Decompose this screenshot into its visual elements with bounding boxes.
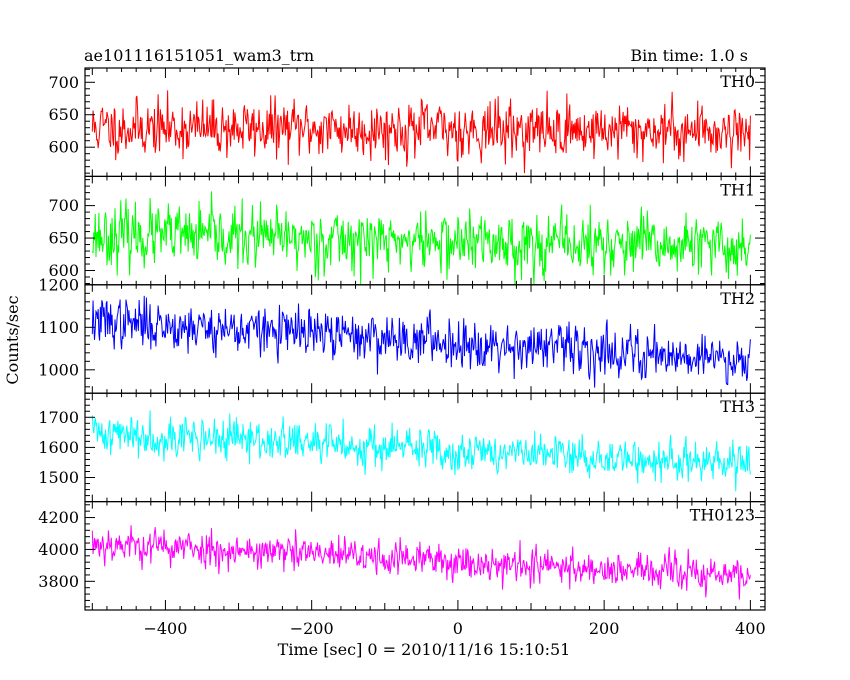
- y-tick-label: 600: [48, 138, 79, 157]
- panel-label: TH2: [720, 289, 755, 308]
- panel-label: TH1: [720, 180, 755, 199]
- panel-th2: 1000 1100 1200 TH2: [38, 275, 766, 394]
- series-th1: [91, 191, 751, 285]
- y-tick-label: 1100: [38, 318, 79, 337]
- y-tick-label: 650: [48, 229, 79, 248]
- y-tick-label: 700: [48, 73, 79, 92]
- y-tick-label: 1200: [38, 275, 79, 294]
- chart-title-right: Bin time: 1.0 s: [630, 46, 748, 65]
- y-tick-label: 650: [48, 105, 79, 124]
- chart-title-left: ae101116151051_wam3_trn: [84, 46, 314, 65]
- series-th0: [91, 90, 751, 174]
- panel-th0123: 3800 4000 4200 TH0123: [38, 501, 766, 611]
- y-tick-label: 3800: [38, 572, 79, 591]
- panel-frame: [84, 392, 766, 503]
- series-th2: [91, 295, 751, 388]
- y-tick-label: 700: [48, 196, 79, 215]
- x-tick-label: −400: [143, 619, 187, 638]
- panel-th0: 600 650 700 TH0: [48, 67, 766, 178]
- series-th0123: [91, 525, 751, 600]
- x-axis-label: Time [sec] 0 = 2010/11/16 15:10:51: [278, 640, 571, 659]
- panel-label: TH0123: [690, 506, 755, 525]
- panel-label: TH3: [720, 397, 755, 416]
- panel-th1: 600 650 700 TH1: [48, 175, 766, 286]
- series-th3: [91, 410, 751, 492]
- y-tick-label: 600: [48, 261, 79, 280]
- panel-th3: 1500 1600 1700 TH3: [38, 392, 766, 503]
- y-tick-label: 1500: [38, 468, 79, 487]
- x-tick-label: 200: [589, 619, 620, 638]
- panel-label: TH0: [720, 72, 755, 91]
- x-tick-label: 0: [453, 619, 463, 638]
- y-tick-label: 1600: [38, 438, 79, 457]
- y-tick-label: 1700: [38, 408, 79, 427]
- x-tick-label: 400: [735, 619, 766, 638]
- y-tick-label: 4000: [38, 540, 79, 559]
- y-axis-label: Counts/sec: [3, 295, 22, 384]
- x-tick-label: −200: [290, 619, 334, 638]
- y-tick-label: 1000: [38, 360, 79, 379]
- y-tick-label: 4200: [38, 508, 79, 527]
